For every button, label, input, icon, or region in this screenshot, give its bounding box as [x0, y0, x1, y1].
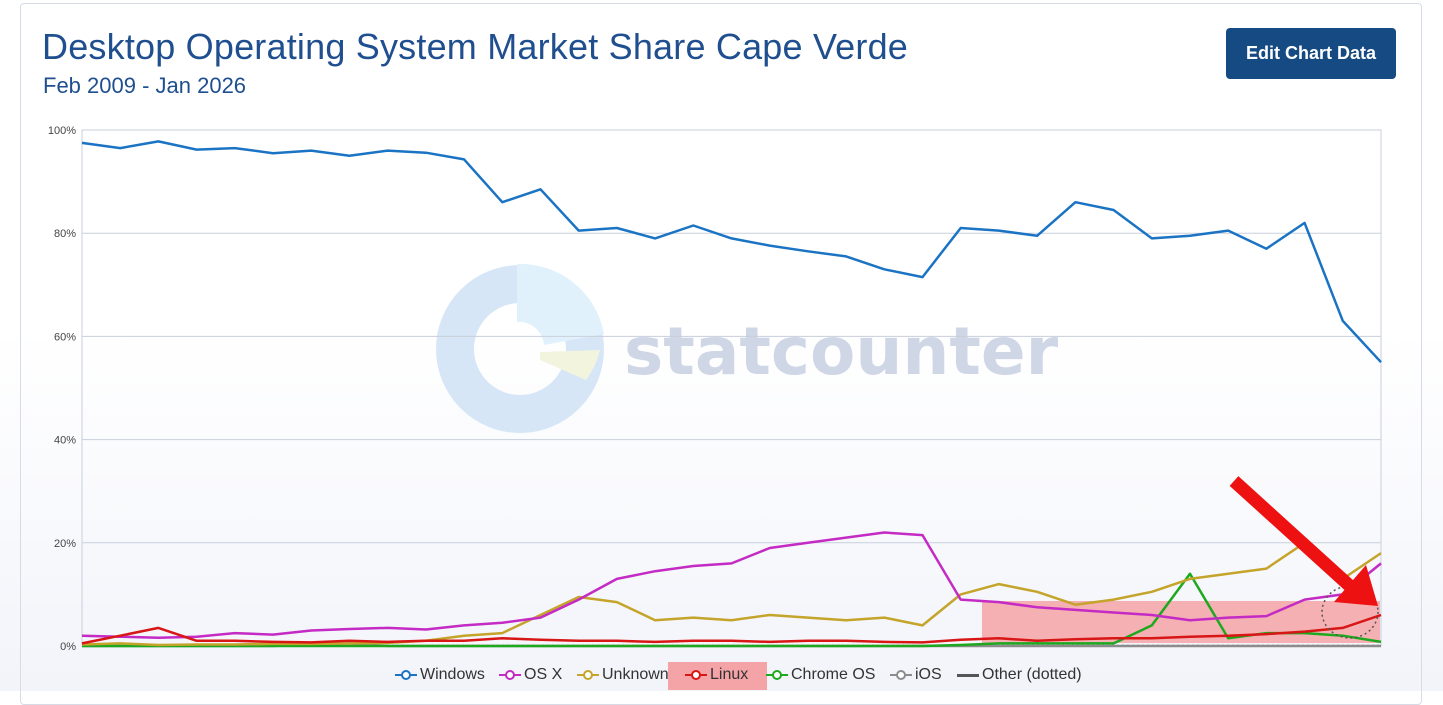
unknown-marker-icon	[577, 669, 599, 681]
other-marker-icon	[957, 669, 979, 681]
y-tick-label: 80%	[54, 228, 76, 240]
series-line-windows	[81, 140, 1382, 364]
y-tick-label: 0%	[60, 641, 76, 653]
statcounter-logo-icon	[436, 263, 604, 433]
ios-marker-icon	[890, 669, 912, 681]
series-line-linux	[81, 613, 1382, 645]
legend-item-chrome-os[interactable]: Chrome OS	[766, 666, 875, 690]
legend-label: Linux	[710, 666, 749, 683]
y-tick-label: 100%	[48, 125, 76, 137]
y-tick-label: 60%	[54, 331, 76, 343]
series-line-os-x	[81, 531, 1382, 639]
chrome-os-marker-icon	[766, 669, 788, 681]
legend-label: Chrome OS	[791, 666, 876, 683]
legend-label: Windows	[420, 666, 485, 683]
legend-item-osx[interactable]: OS X	[499, 666, 562, 690]
y-tick-label: 20%	[54, 538, 76, 550]
legend-label: Unknown	[602, 666, 669, 683]
y-tick-label: 40%	[54, 435, 76, 447]
legend-item-linux[interactable]: Linux	[685, 666, 748, 690]
legend-label: Other (dotted)	[982, 666, 1082, 683]
date-range-subtitle: Feb 2009 - Jan 2026	[43, 73, 247, 98]
red-arrow	[1229, 476, 1378, 606]
series-group	[81, 140, 1382, 648]
series-line-unknown	[81, 541, 1382, 647]
legend-label: OS X	[524, 666, 563, 683]
legend-item-unknown[interactable]: Unknown	[577, 666, 669, 690]
y-axis-ticks: 0% 20% 40% 60% 80% 100%	[48, 125, 76, 653]
osx-marker-icon	[499, 669, 521, 681]
line-chart: statcounter 0% 20% 40% 60% 80% 100%	[48, 125, 1382, 653]
linux-marker-icon	[685, 669, 707, 681]
series-line-chrome-os	[82, 572, 1382, 648]
legend-label: iOS	[915, 666, 942, 683]
edit-chart-data-button[interactable]: Edit Chart Data	[1226, 28, 1396, 79]
legend-highlight-linux	[668, 662, 767, 690]
legend: Windows OS X Unknown Linux Chrome OS iOS…	[0, 662, 1443, 692]
page-title: Desktop Operating System Market Share Ca…	[42, 26, 909, 67]
legend-item-ios[interactable]: iOS	[890, 666, 942, 690]
watermark-text: statcounter	[624, 313, 1059, 390]
statcounter-watermark: statcounter	[436, 263, 1059, 433]
legend-item-other[interactable]: Other (dotted)	[957, 666, 1082, 690]
legend-item-windows[interactable]: Windows	[395, 666, 485, 690]
windows-marker-icon	[395, 669, 417, 681]
